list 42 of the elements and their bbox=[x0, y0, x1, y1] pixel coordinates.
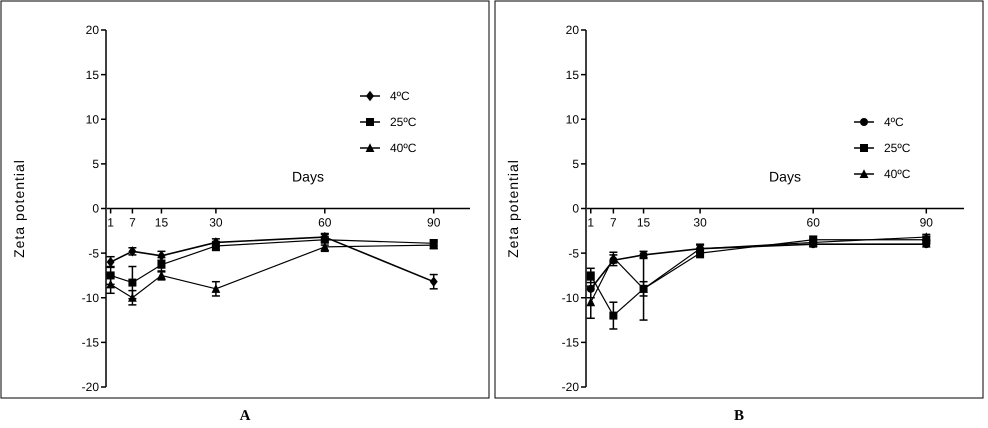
x-tick-label: 7 bbox=[129, 216, 136, 230]
x-axis-title: Days bbox=[292, 168, 324, 185]
y-tick-label: -20 bbox=[562, 380, 580, 394]
x-tick-label: 15 bbox=[636, 216, 651, 230]
y-tick-label: -10 bbox=[82, 290, 100, 305]
x-tick-label: 15 bbox=[154, 216, 168, 230]
x-tick-label: 60 bbox=[806, 216, 820, 230]
x-tick-label: 30 bbox=[209, 216, 223, 230]
y-tick-label: 15 bbox=[86, 68, 100, 82]
y-tick-label: -20 bbox=[82, 380, 100, 394]
legend-label: 25ºC bbox=[884, 141, 911, 156]
y-tick-label: 0 bbox=[92, 202, 100, 216]
y-tick-label: -10 bbox=[562, 290, 580, 305]
x-axis-title: Days bbox=[769, 168, 801, 185]
text: B bbox=[734, 408, 744, 424]
y-tick-label: 20 bbox=[566, 23, 580, 38]
y-tick-label: -15 bbox=[82, 336, 100, 350]
y-tick-label: 10 bbox=[566, 112, 580, 126]
y-tick-label: -15 bbox=[562, 336, 580, 350]
x-tick-label: 30 bbox=[693, 216, 708, 230]
legend-label: 4ºC bbox=[884, 115, 904, 130]
x-tick-label: 90 bbox=[427, 216, 441, 230]
x-tick-label: 1 bbox=[587, 216, 594, 230]
y-tick-label: 0 bbox=[572, 202, 580, 216]
y-tick-label: 5 bbox=[92, 157, 100, 172]
y-tick-label: 15 bbox=[566, 68, 580, 82]
legend-label: 4ºC bbox=[390, 89, 410, 104]
y-axis-title: Zeta potential bbox=[505, 159, 521, 258]
legend-label: 25ºC bbox=[390, 115, 417, 130]
y-tick-label: 10 bbox=[86, 112, 100, 126]
y-tick-label: -5 bbox=[568, 246, 580, 260]
x-tick-label: 60 bbox=[318, 216, 332, 230]
x-tick-label: 90 bbox=[920, 216, 934, 230]
x-tick-label: 1 bbox=[107, 216, 114, 230]
legend-label: 40ºC bbox=[390, 141, 417, 156]
y-tick-label: 20 bbox=[86, 23, 100, 38]
y-tick-label: 5 bbox=[572, 157, 580, 172]
x-tick-label: 7 bbox=[610, 216, 618, 230]
legend-label: 40ºC bbox=[884, 167, 911, 182]
y-axis-title: Zeta potential bbox=[11, 159, 27, 258]
text: A bbox=[240, 408, 251, 424]
y-tick-label: -5 bbox=[88, 246, 100, 260]
